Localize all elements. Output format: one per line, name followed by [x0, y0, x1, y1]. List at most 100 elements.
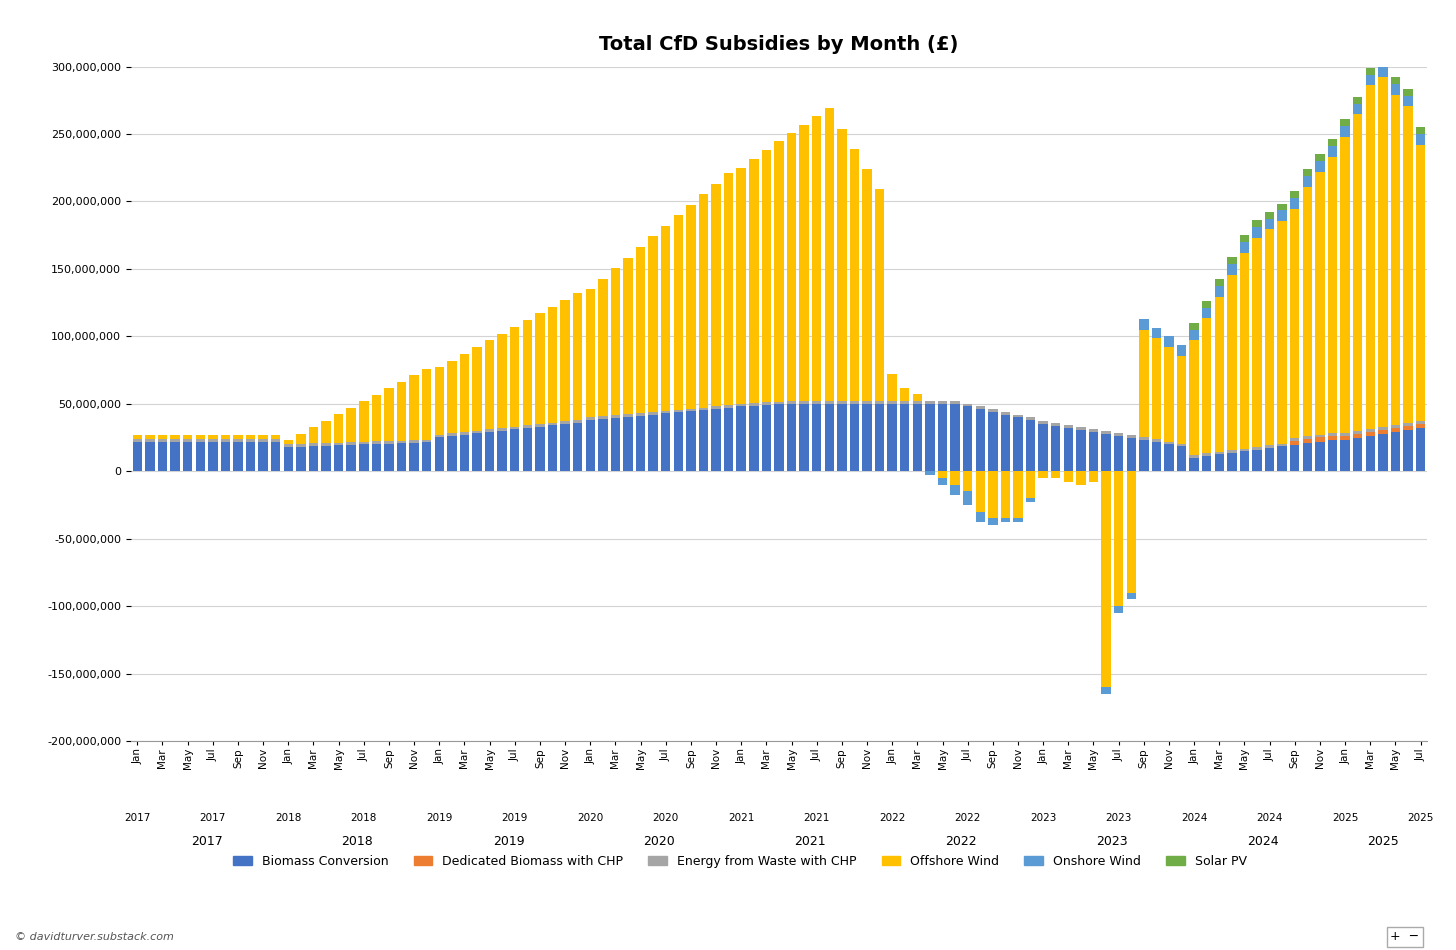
Bar	[384, 444, 393, 471]
Bar	[636, 415, 645, 471]
Bar	[1415, 428, 1425, 471]
Legend: Biomass Conversion, Dedicated Biomass with CHP, Energy from Waste with CHP, Offs: Biomass Conversion, Dedicated Biomass wi…	[229, 850, 1252, 873]
Bar	[875, 401, 884, 404]
Bar	[322, 446, 331, 471]
Bar	[585, 417, 596, 420]
Bar	[712, 184, 721, 407]
Bar	[1227, 450, 1236, 453]
Bar	[850, 149, 859, 401]
Bar	[523, 320, 531, 426]
Bar	[1353, 431, 1363, 434]
Bar	[1176, 356, 1187, 444]
Bar	[1328, 436, 1337, 440]
Bar	[1214, 296, 1224, 452]
Bar	[434, 437, 444, 471]
Text: 2021: 2021	[804, 813, 830, 824]
Bar	[146, 442, 154, 471]
Bar	[888, 404, 897, 471]
Bar	[1127, 438, 1136, 471]
Bar	[1089, 432, 1098, 471]
Bar	[170, 442, 179, 471]
Bar	[1051, 471, 1060, 478]
Bar	[724, 406, 734, 408]
Text: 2024: 2024	[1257, 813, 1283, 824]
Bar	[183, 435, 192, 439]
Bar	[1404, 96, 1412, 106]
Bar	[1353, 438, 1363, 471]
Bar	[233, 439, 243, 442]
Bar	[976, 471, 984, 512]
Bar	[397, 382, 406, 441]
Bar	[246, 439, 255, 442]
Bar	[271, 442, 281, 471]
Bar	[1303, 187, 1312, 436]
Bar	[598, 416, 607, 419]
Bar	[900, 404, 910, 471]
Bar	[989, 409, 997, 412]
Bar	[1315, 172, 1325, 435]
Bar	[1214, 454, 1224, 471]
Bar	[1152, 338, 1160, 440]
Bar	[837, 128, 846, 401]
Bar	[485, 432, 495, 471]
Bar	[1415, 424, 1425, 428]
Bar	[1139, 437, 1149, 440]
Bar	[547, 426, 558, 471]
Bar	[598, 278, 607, 416]
Bar	[913, 404, 922, 471]
Bar	[585, 289, 596, 417]
Bar	[775, 402, 783, 405]
Bar	[574, 294, 582, 420]
Bar	[850, 404, 859, 471]
Bar	[1089, 429, 1098, 432]
Bar	[699, 408, 708, 410]
Bar	[938, 404, 948, 471]
Bar	[976, 407, 984, 409]
Bar	[761, 150, 772, 403]
Bar	[246, 442, 255, 471]
Bar	[1379, 59, 1388, 66]
Bar	[1227, 453, 1236, 471]
Bar	[1038, 424, 1048, 471]
Bar	[333, 443, 344, 446]
Bar	[157, 442, 167, 471]
Bar	[1366, 75, 1374, 86]
Bar	[951, 471, 960, 484]
Bar	[712, 407, 721, 409]
Bar	[786, 133, 796, 401]
Bar	[498, 430, 507, 471]
Bar	[737, 404, 745, 407]
Bar	[1252, 449, 1262, 471]
Bar	[686, 411, 696, 471]
Bar	[1139, 330, 1149, 437]
Bar	[585, 420, 596, 471]
Bar	[1013, 519, 1022, 522]
Bar	[1013, 417, 1022, 471]
Bar	[1214, 452, 1224, 454]
Bar	[1127, 471, 1136, 593]
Bar	[938, 401, 948, 404]
Text: +  −: + −	[1390, 930, 1420, 943]
Bar	[1290, 209, 1300, 438]
Bar	[561, 424, 569, 471]
Bar	[1379, 66, 1388, 77]
Bar	[170, 435, 179, 439]
Bar	[1353, 97, 1363, 104]
Bar	[976, 512, 984, 523]
Bar	[309, 444, 319, 446]
Bar	[397, 441, 406, 444]
Bar	[258, 442, 268, 471]
Bar	[547, 423, 558, 426]
Text: 2018: 2018	[342, 835, 373, 848]
Bar	[485, 340, 495, 429]
Bar	[1404, 106, 1412, 424]
Bar	[1265, 212, 1274, 218]
Bar	[360, 401, 368, 442]
Bar	[1390, 84, 1401, 95]
Bar	[221, 439, 230, 442]
Bar	[574, 420, 582, 423]
Bar	[1190, 340, 1198, 455]
Bar	[371, 442, 381, 444]
Bar	[221, 435, 230, 439]
Bar	[1315, 161, 1325, 172]
